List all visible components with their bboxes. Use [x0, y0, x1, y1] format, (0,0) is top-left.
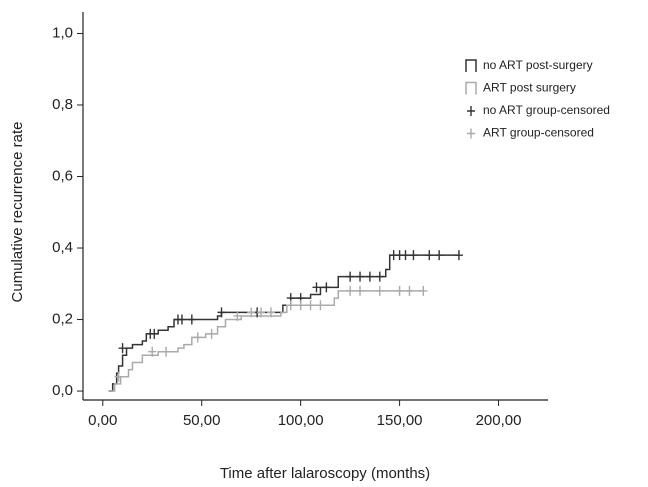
- y-tick-label: 0,0: [52, 382, 73, 399]
- legend-label: no ART post-surgery: [483, 58, 593, 72]
- censor-mark: [322, 282, 331, 293]
- censor-mark: [187, 314, 196, 325]
- censor-mark: [419, 285, 428, 296]
- legend-label: ART post surgery: [483, 81, 576, 95]
- censor-mark: [375, 285, 384, 296]
- censor-mark: [365, 271, 374, 282]
- legend-icon: [467, 106, 475, 116]
- censor-mark: [118, 343, 127, 354]
- censor-mark: [405, 285, 414, 296]
- y-tick-label: 0,6: [52, 167, 73, 184]
- censor-mark: [395, 285, 404, 296]
- censor-mark: [177, 314, 186, 325]
- censor-mark: [150, 328, 159, 339]
- x-tick-label: 150,00: [377, 412, 423, 429]
- y-tick-label: 1,0: [52, 24, 73, 41]
- y-tick-label: 0,4: [52, 239, 73, 256]
- censor-mark: [247, 307, 256, 318]
- y-tick-label: 0,8: [52, 96, 73, 113]
- censor-mark: [409, 250, 418, 261]
- censor-mark: [233, 310, 242, 321]
- step-line: [108, 290, 424, 392]
- censor-mark: [401, 250, 410, 261]
- legend-icon: [465, 59, 477, 72]
- censor-mark: [193, 332, 202, 343]
- legend-icon: [467, 128, 475, 139]
- censor-mark: [148, 346, 157, 357]
- censor-mark: [356, 285, 365, 296]
- legend-label: ART group-censored: [483, 126, 594, 140]
- x-axis-label: Time after lalaroscopy (months): [220, 465, 430, 482]
- censor-mark: [114, 371, 123, 382]
- censor-mark: [306, 300, 315, 311]
- legend-icon: [465, 81, 477, 95]
- step-line: [108, 254, 459, 392]
- censor-mark: [356, 271, 365, 282]
- censor-mark: [435, 250, 444, 261]
- y-axis-label: Cumulative recurrence rate: [9, 122, 26, 303]
- x-tick-label: 50,00: [183, 412, 221, 429]
- censor-mark: [346, 285, 355, 296]
- censor-mark: [312, 282, 321, 293]
- censor-mark: [217, 307, 226, 318]
- x-tick-label: 100,00: [278, 412, 324, 429]
- censor-mark: [454, 250, 463, 261]
- x-tick-label: 200,00: [476, 412, 522, 429]
- censor-mark: [257, 307, 266, 318]
- censor-mark: [346, 271, 355, 282]
- legend-label: no ART group-censored: [483, 103, 610, 117]
- censor-mark: [316, 300, 325, 311]
- censor-mark: [266, 307, 275, 318]
- censor-mark: [162, 346, 171, 357]
- y-tick-label: 0,2: [52, 311, 73, 328]
- censor-mark: [296, 300, 305, 311]
- x-tick-label: 0,00: [88, 412, 117, 429]
- censor-mark: [286, 300, 295, 311]
- censor-mark: [425, 250, 434, 261]
- censor-mark: [207, 328, 216, 339]
- censor-mark: [375, 271, 384, 282]
